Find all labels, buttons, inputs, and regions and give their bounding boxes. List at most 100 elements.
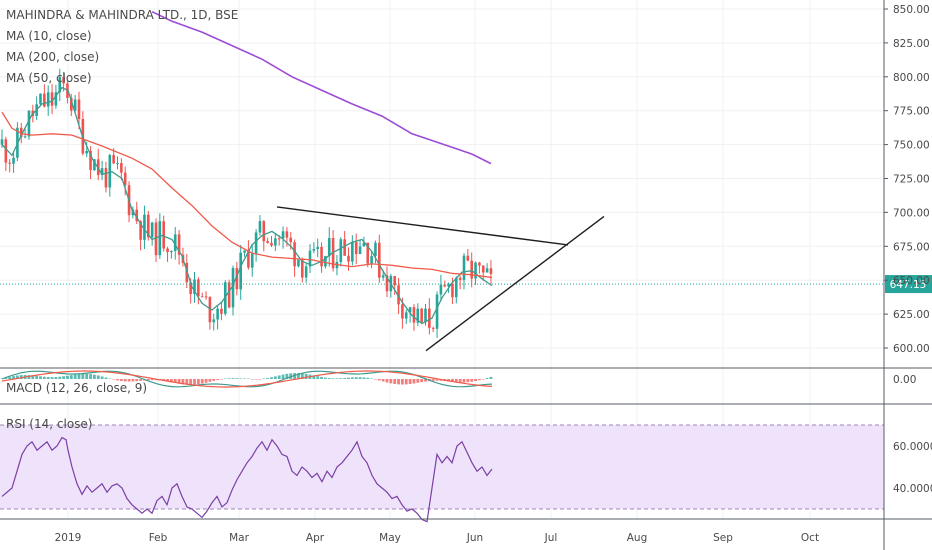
candle-body — [89, 150, 92, 171]
candle — [150, 221, 154, 246]
macd-bar — [69, 375, 73, 379]
candle — [108, 153, 112, 197]
price-tick-label: 675.00 — [893, 241, 930, 253]
rsi-tick-label: 40.0000 — [893, 483, 932, 495]
candle-body — [116, 163, 119, 165]
candle-body — [239, 252, 242, 290]
candle-body — [397, 285, 400, 305]
candle-body — [85, 150, 88, 154]
candle-body — [404, 312, 408, 319]
rsi-title[interactable]: RSI (14, close) — [6, 417, 93, 431]
macd-bar — [458, 379, 462, 383]
macd-bar — [416, 379, 420, 383]
candle-body — [177, 234, 181, 255]
ma10-legend[interactable]: MA (10, close) — [6, 29, 92, 43]
trendlines[interactable] — [276, 206, 605, 352]
candle-body — [93, 159, 96, 171]
candle-body — [385, 275, 389, 292]
rsi-tick-label: 60.0000 — [893, 441, 932, 453]
candle — [351, 235, 354, 266]
macd-bar — [212, 379, 216, 381]
macd-bar — [50, 377, 54, 379]
candle-body — [354, 242, 358, 255]
macd-bar — [343, 377, 347, 379]
candle-body — [447, 283, 450, 287]
candle-body — [147, 214, 150, 238]
macd-bar — [347, 377, 350, 379]
time-tick-label: Jun — [466, 532, 483, 544]
candle — [23, 127, 27, 139]
macd-bar — [470, 379, 474, 382]
candle-body — [173, 234, 177, 252]
macd-bar — [247, 378, 250, 379]
macd-bar — [478, 379, 481, 381]
candle — [270, 235, 273, 247]
candle — [266, 237, 269, 244]
macd-bar — [85, 373, 89, 379]
candle-body — [193, 279, 196, 294]
candle — [416, 303, 420, 326]
candle — [358, 239, 362, 255]
candle — [247, 240, 250, 270]
candle-body — [289, 237, 293, 243]
candle — [154, 218, 158, 262]
time-tick-label: May — [379, 532, 401, 544]
macd-bar — [258, 379, 262, 380]
candle-body — [466, 255, 470, 261]
candle — [73, 95, 77, 113]
candle-body — [166, 248, 169, 253]
candle-body — [123, 172, 127, 186]
candle-body — [58, 77, 62, 93]
candle — [77, 91, 81, 130]
candle-body — [358, 246, 362, 255]
candle-body — [131, 209, 135, 216]
candle-body — [170, 251, 173, 253]
candle — [135, 201, 139, 225]
candle — [50, 84, 54, 115]
macd-bar — [135, 379, 139, 382]
candle — [8, 159, 11, 173]
macd-bar — [208, 379, 212, 382]
macd-bar — [381, 379, 385, 382]
candle-body — [285, 231, 289, 238]
candle — [370, 251, 373, 269]
ma200-legend[interactable]: MA (200, close) — [6, 50, 100, 64]
candle — [281, 226, 285, 249]
candle-body — [100, 168, 104, 176]
macd-bar — [89, 374, 92, 379]
time-tick-label: Mar — [229, 532, 249, 544]
rsi-line — [1, 436, 493, 523]
candle — [485, 263, 489, 273]
candle-body — [108, 154, 112, 188]
candle-body — [381, 275, 385, 278]
symbol-title[interactable]: MAHINDRA & MAHINDRA LTD., 1D, BSE — [6, 8, 239, 22]
candle — [339, 237, 343, 267]
macd-title[interactable]: MACD (12, 26, close, 9) — [6, 381, 148, 395]
macd-bar — [243, 378, 246, 379]
candle — [96, 148, 100, 181]
candle-body — [428, 308, 431, 328]
macd-bar — [4, 377, 8, 379]
macd-bar — [266, 378, 270, 379]
candle-body — [43, 93, 46, 107]
macd-bar — [350, 377, 354, 379]
candle — [12, 151, 15, 173]
macd-bar — [385, 379, 389, 383]
candle-body — [158, 221, 162, 256]
ma50-legend[interactable]: MA (50, close) — [6, 71, 92, 85]
candle-body — [12, 157, 15, 164]
macd-bar — [254, 379, 258, 380]
candle — [431, 326, 435, 333]
macd-bar — [335, 378, 339, 379]
macd-bar — [54, 377, 58, 379]
macd-bar — [354, 377, 358, 379]
candle-body — [327, 237, 331, 257]
candle-body — [462, 255, 466, 280]
candle — [297, 259, 300, 268]
rsi-band-fill — [0, 425, 884, 509]
moving-averages — [0, 10, 884, 325]
candle-body — [374, 242, 377, 257]
